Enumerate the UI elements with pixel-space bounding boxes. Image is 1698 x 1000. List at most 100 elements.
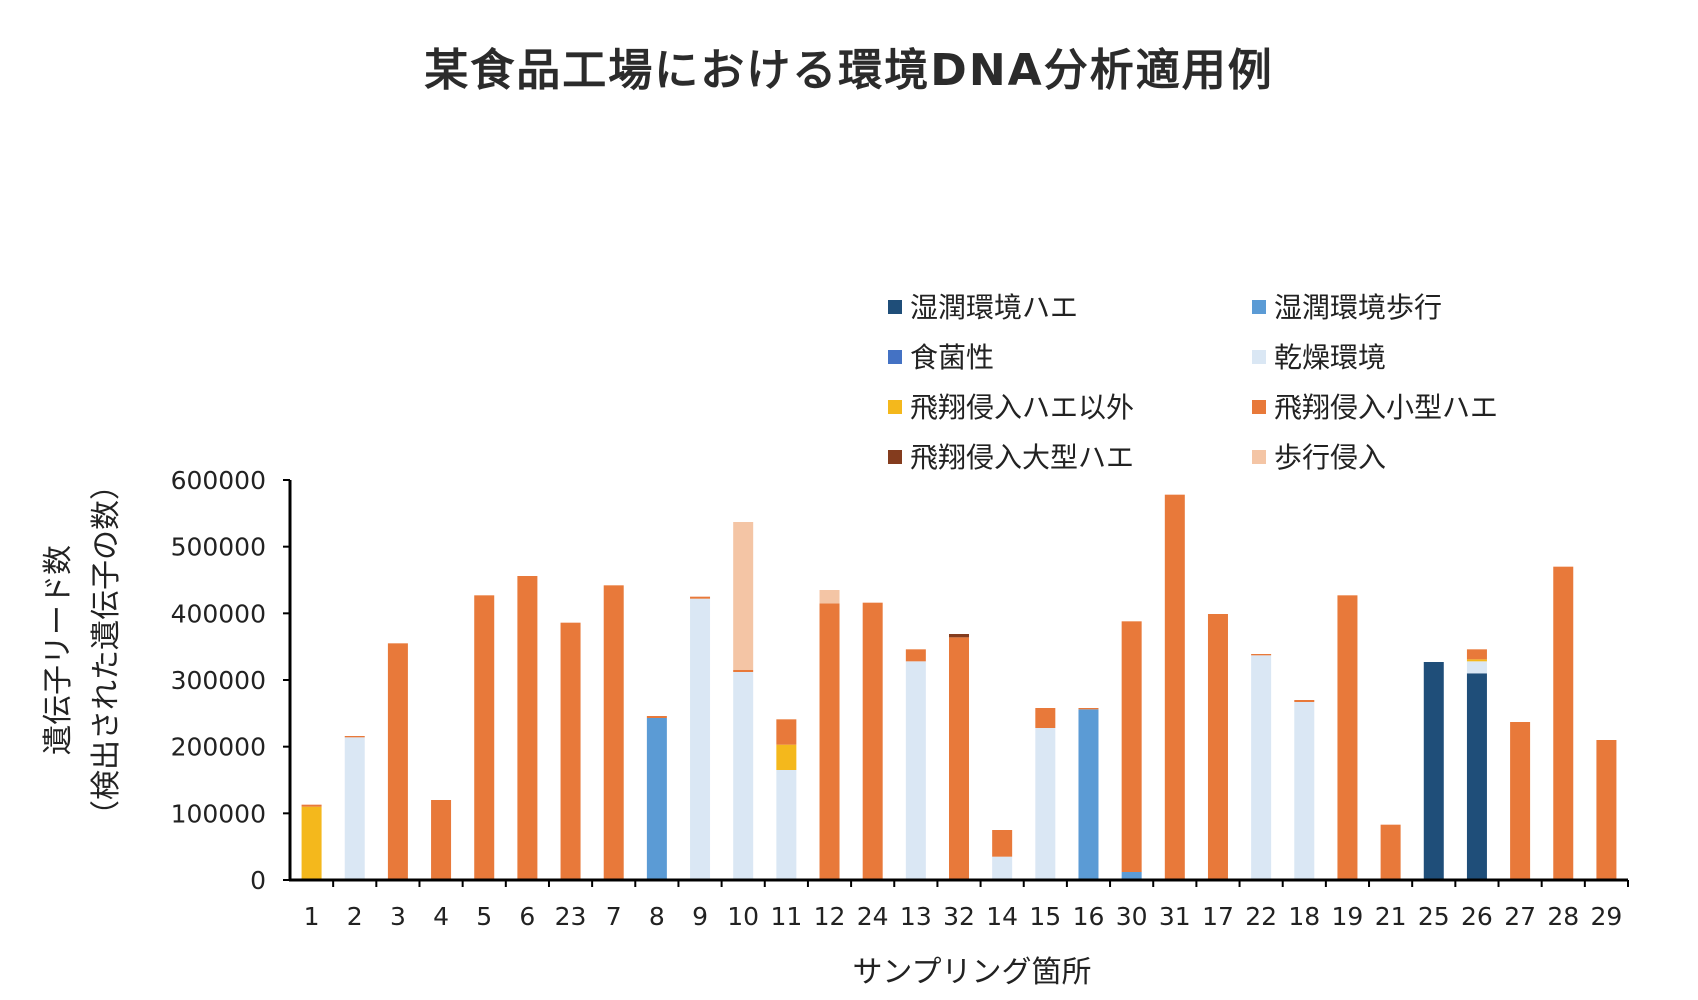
bar-segment-27-series-5 — [1510, 722, 1531, 880]
y-tick-label-200000: 200000 — [171, 733, 266, 762]
x-tick-label-14: 14 — [986, 902, 1018, 931]
x-tick-label-9: 9 — [692, 902, 708, 931]
x-tick-label-22: 22 — [1245, 902, 1277, 931]
x-tick-label-28: 28 — [1547, 902, 1579, 931]
x-axis-title: サンプリング箇所 — [852, 955, 1091, 990]
bar-segment-10-series-3 — [733, 672, 754, 880]
y-tick-label-500000: 500000 — [171, 533, 266, 562]
bar-segment-32-series-6 — [949, 634, 969, 638]
x-tick-label-3: 3 — [390, 902, 406, 931]
bar-segment-16-series-1 — [1078, 709, 1099, 880]
bar-segment-24-series-5 — [862, 602, 883, 880]
y-tick-label-600000: 600000 — [171, 466, 266, 495]
x-tick-label-10: 10 — [727, 902, 759, 931]
bar-segment-1-series-4 — [301, 806, 322, 880]
bar-segment-12-series-5 — [819, 603, 840, 880]
bar-segment-26-series-0 — [1466, 673, 1487, 880]
bar-segment-9-series-5 — [690, 596, 711, 599]
y-axis-subtitle: （検出された遺伝子の数） — [89, 470, 124, 830]
legend-label-series-7: 歩行侵入 — [1274, 441, 1386, 474]
bar-segment-11-series-4 — [776, 744, 797, 770]
bar-segment-19-series-5 — [1337, 595, 1358, 880]
x-tick-label-24: 24 — [857, 902, 889, 931]
x-tick-label-7: 7 — [606, 902, 622, 931]
legend-label-series-6: 飛翔侵入大型ハエ — [910, 441, 1134, 474]
x-tick-label-12: 12 — [814, 902, 846, 931]
x-tick-label-4: 4 — [433, 902, 449, 931]
bar-segment-18-series-5 — [1294, 700, 1315, 702]
bar-segment-26-series-4 — [1466, 659, 1487, 662]
bar-segment-4-series-5 — [431, 800, 452, 880]
bar-segment-2-series-5 — [344, 736, 365, 738]
legend-label-series-3: 乾燥環境 — [1274, 341, 1386, 374]
legend-label-series-1: 湿潤環境歩行 — [1274, 291, 1442, 324]
bar-segment-21-series-5 — [1380, 824, 1401, 880]
y-tick-label-300000: 300000 — [171, 666, 266, 695]
x-tick-label-29: 29 — [1591, 902, 1623, 931]
bar-segment-31-series-5 — [1164, 494, 1185, 880]
legend-swatch-series-7 — [1252, 450, 1266, 464]
y-axis-title: 遺伝子リード数 — [41, 545, 76, 755]
bar-segment-25-series-0 — [1423, 662, 1444, 880]
legend-swatch-series-3 — [1252, 350, 1266, 364]
legend-label-series-0: 湿潤環境ハエ — [910, 291, 1078, 324]
x-tick-label-21: 21 — [1375, 902, 1407, 931]
x-tick-label-2: 2 — [347, 902, 363, 931]
legend-label-series-2: 食菌性 — [910, 341, 994, 374]
bar-segment-2-series-3 — [344, 737, 365, 880]
x-tick-label-11: 11 — [770, 902, 802, 931]
x-tick-label-1: 1 — [304, 902, 320, 931]
bar-segment-6-series-5 — [517, 576, 538, 880]
legend-label-series-5: 飛翔侵入小型ハエ — [1274, 391, 1498, 424]
x-tick-label-6: 6 — [519, 902, 535, 931]
legend-swatch-series-0 — [888, 300, 902, 314]
bar-segment-23-series-5 — [560, 622, 581, 880]
bar-segment-28-series-5 — [1553, 566, 1574, 880]
x-tick-label-19: 19 — [1332, 902, 1364, 931]
y-tick-label-100000: 100000 — [171, 799, 266, 828]
bar-segment-26-series-3 — [1466, 661, 1487, 674]
bar-segment-1-series-5 — [301, 804, 322, 807]
bar-segment-14-series-3 — [992, 856, 1013, 880]
x-tick-label-26: 26 — [1461, 902, 1493, 931]
chart-title: 某食品工場における環境DNA分析適用例 — [424, 45, 1274, 96]
bar-segment-26-series-5 — [1466, 649, 1487, 660]
legend-label-series-4: 飛翔侵入ハエ以外 — [910, 391, 1134, 424]
bar-segment-15-series-3 — [1035, 728, 1056, 880]
bar-segment-17-series-5 — [1207, 614, 1228, 880]
bar-segment-11-series-3 — [776, 770, 797, 880]
bar-segment-5-series-5 — [474, 595, 495, 880]
x-tick-label-25: 25 — [1418, 902, 1450, 931]
y-tick-label-400000: 400000 — [171, 599, 266, 628]
bar-segment-30-series-5 — [1121, 621, 1142, 872]
bar-segment-18-series-3 — [1294, 702, 1315, 880]
x-tick-label-17: 17 — [1202, 902, 1234, 931]
x-tick-label-31: 31 — [1159, 902, 1191, 931]
x-tick-label-18: 18 — [1288, 902, 1320, 931]
bar-segment-10-series-7 — [733, 522, 754, 670]
x-tick-label-23: 23 — [555, 902, 587, 931]
bar-segment-13-series-5 — [905, 649, 926, 662]
x-tick-label-32: 32 — [943, 902, 975, 931]
legend-swatch-series-1 — [1252, 300, 1266, 314]
x-tick-label-8: 8 — [649, 902, 665, 931]
bar-segment-7-series-5 — [603, 585, 624, 880]
bar-segment-13-series-3 — [905, 661, 926, 880]
bar-segment-30-series-1 — [1121, 872, 1142, 880]
legend-swatch-series-5 — [1252, 400, 1266, 414]
bar-segment-16-series-5 — [1078, 708, 1099, 710]
bar-segment-32-series-5 — [949, 637, 969, 880]
bar-segment-29-series-5 — [1596, 740, 1617, 880]
y-tick-label-0: 0 — [250, 866, 266, 895]
legend-swatch-series-2 — [888, 350, 902, 364]
bar-segment-11-series-5 — [776, 719, 797, 745]
legend-swatch-series-4 — [888, 400, 902, 414]
bar-segment-3-series-5 — [387, 643, 408, 880]
bar-segment-15-series-5 — [1035, 708, 1056, 728]
x-tick-label-5: 5 — [476, 902, 492, 931]
bar-segment-8-series-5 — [646, 716, 667, 718]
x-tick-label-30: 30 — [1116, 902, 1148, 931]
y-axis-title-group: 遺伝子リード数 （検出された遺伝子の数） — [41, 470, 124, 830]
